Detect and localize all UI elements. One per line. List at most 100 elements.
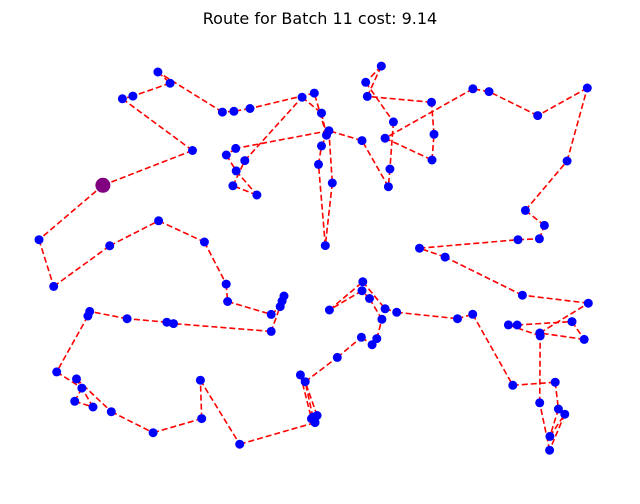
customer-point	[154, 216, 164, 226]
customer-point	[245, 104, 255, 113]
customer-point	[105, 241, 115, 251]
route-segment	[361, 140, 390, 188]
customer-point	[312, 411, 322, 420]
route-segment	[444, 256, 523, 296]
customer-point	[376, 61, 386, 71]
customer-point	[295, 370, 305, 380]
customer-point	[70, 396, 80, 406]
route-segment	[328, 281, 364, 311]
customer-point	[429, 129, 439, 139]
route-segment	[109, 220, 159, 247]
route-segment	[299, 374, 313, 419]
route-segment	[304, 356, 338, 383]
customer-point	[358, 277, 368, 287]
route-segment	[430, 102, 435, 135]
route-segment	[304, 381, 318, 416]
route-segment	[157, 71, 223, 113]
customer-point	[77, 383, 87, 393]
customer-point	[34, 235, 44, 245]
customer-point	[320, 241, 330, 251]
route-segment	[75, 378, 94, 408]
customer-point	[106, 407, 116, 417]
customer-point	[117, 94, 127, 104]
route-segment	[199, 379, 241, 445]
route-segment	[539, 332, 585, 341]
route-segment	[89, 310, 128, 320]
route-segment	[239, 421, 316, 445]
customer-point	[560, 409, 570, 419]
route-segment	[152, 417, 202, 434]
customer-point	[503, 320, 513, 330]
customer-point	[162, 317, 172, 327]
route-segment	[419, 247, 446, 258]
route-segment	[488, 90, 539, 117]
customer-point	[567, 317, 577, 327]
route-segment	[203, 241, 227, 285]
route-segment	[235, 170, 258, 196]
customer-point	[221, 150, 231, 160]
customer-point	[385, 164, 395, 174]
route-segment	[538, 335, 541, 403]
customer-point	[49, 281, 59, 291]
route-segment	[121, 98, 193, 152]
customer-point	[372, 334, 382, 344]
customer-point	[440, 252, 450, 262]
customer-point	[300, 377, 310, 387]
customer-point	[297, 92, 307, 102]
customer-point	[317, 108, 326, 118]
customer-point	[545, 431, 555, 441]
customer-point	[357, 286, 367, 296]
customer-point	[153, 67, 163, 77]
customer-point	[427, 97, 436, 107]
customer-point	[388, 117, 398, 127]
customer-point	[223, 297, 233, 306]
customer-point	[545, 445, 555, 455]
route-segment	[324, 182, 334, 246]
route-segment	[244, 96, 303, 162]
customer-point	[309, 88, 319, 98]
depot-marker	[95, 177, 111, 193]
customer-point	[221, 279, 231, 289]
customer-point	[88, 402, 98, 412]
customer-point	[148, 428, 158, 438]
route-segment	[75, 378, 112, 413]
route-segment	[102, 149, 193, 187]
route-segment	[365, 81, 395, 123]
route-segment	[389, 121, 395, 170]
route-segment	[53, 245, 111, 288]
customer-point	[365, 294, 374, 303]
customer-point	[357, 136, 367, 146]
route-segment	[384, 88, 474, 139]
customer-point	[453, 314, 462, 324]
customer-point	[427, 155, 437, 165]
customer-point	[380, 133, 390, 143]
customer-point	[550, 377, 560, 387]
customer-point	[122, 314, 132, 324]
customer-point	[356, 332, 366, 342]
customer-point	[217, 107, 227, 117]
route-segment	[367, 95, 432, 104]
route-segment	[549, 408, 560, 437]
customer-point	[277, 296, 287, 306]
route-segment	[517, 320, 573, 326]
customer-point	[165, 78, 175, 88]
customer-point	[83, 311, 93, 321]
customer-point	[240, 156, 250, 166]
customer-point	[197, 414, 207, 424]
customer-point	[534, 234, 544, 244]
customer-point	[415, 243, 424, 253]
route-segment	[317, 164, 327, 246]
route-segment	[512, 381, 556, 387]
customer-point	[513, 235, 523, 245]
route-segment	[110, 410, 154, 434]
customer-point	[169, 319, 178, 329]
route-segment	[396, 311, 458, 320]
customer-point	[52, 367, 62, 377]
customer-point	[72, 374, 81, 384]
customer-point	[380, 304, 390, 314]
customer-point	[582, 83, 592, 93]
route-segment	[537, 87, 588, 117]
customer-point	[484, 87, 494, 97]
route-segment	[127, 317, 167, 323]
